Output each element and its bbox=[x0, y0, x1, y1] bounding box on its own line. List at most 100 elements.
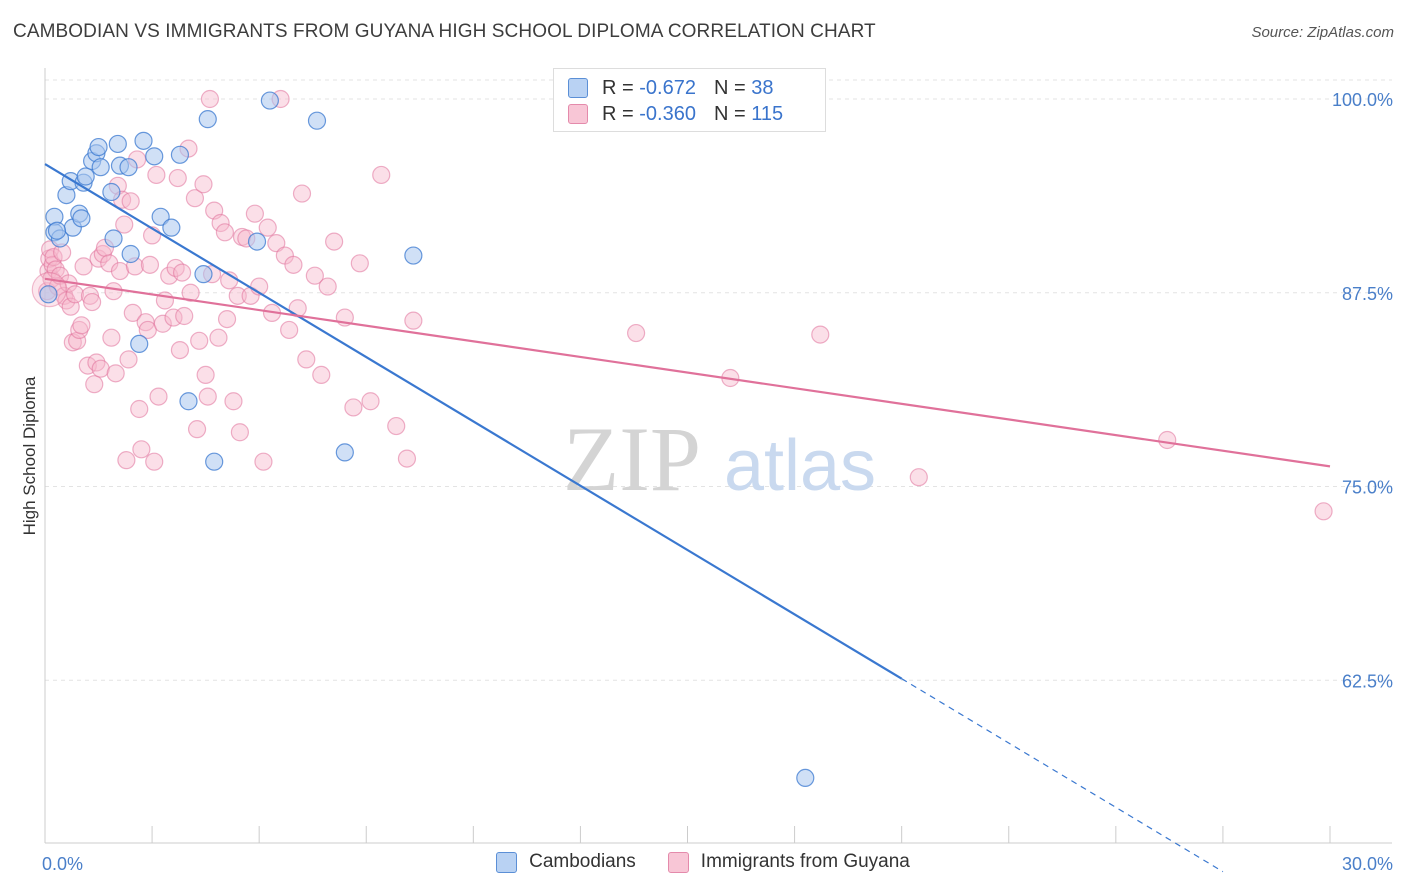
guyana-point bbox=[196, 365, 215, 384]
guyana-point bbox=[140, 255, 160, 274]
guyana-point bbox=[209, 328, 228, 347]
cambodian-point bbox=[162, 218, 181, 237]
guyana-point bbox=[217, 310, 237, 329]
guyana-point bbox=[185, 189, 205, 208]
legend-r-value: -0.360 bbox=[639, 102, 696, 125]
cambodian-trend-line bbox=[44, 163, 903, 680]
guyana-point bbox=[267, 234, 286, 253]
guyana-point bbox=[1314, 502, 1333, 521]
guyana-point bbox=[85, 375, 104, 394]
guyana-point bbox=[123, 303, 142, 322]
cambodian-point bbox=[260, 91, 279, 110]
cambodian-point bbox=[404, 246, 423, 265]
y-tick-label: 62.5% bbox=[1342, 671, 1393, 691]
guyana-point bbox=[909, 468, 928, 487]
legend-label-guyana: Immigrants from Guyana bbox=[700, 851, 910, 872]
guyana-point bbox=[312, 365, 331, 384]
legend-swatch-pink bbox=[667, 851, 689, 873]
guyana-point bbox=[190, 331, 209, 350]
guyana-point bbox=[102, 328, 121, 347]
legend-row-guyana: R = -0.360 N = 115 bbox=[568, 101, 783, 127]
cambodian-point bbox=[47, 221, 67, 240]
guyana-point bbox=[130, 399, 149, 419]
cambodian-point bbox=[170, 145, 190, 164]
guyana-point bbox=[170, 341, 190, 360]
guyana-point bbox=[350, 254, 369, 273]
guyana-point bbox=[811, 325, 830, 344]
chart-title: CAMBODIAN VS IMMIGRANTS FROM GUYANA HIGH… bbox=[13, 21, 876, 42]
guyana-point bbox=[115, 215, 134, 234]
guyana-point bbox=[404, 311, 423, 330]
legend-swatch-blue bbox=[496, 851, 518, 873]
guyana-point bbox=[397, 449, 417, 468]
cambodian-point bbox=[335, 443, 354, 462]
cambodian-point bbox=[76, 167, 95, 186]
legend-r-label: R = bbox=[602, 76, 634, 99]
guyana-point bbox=[1158, 430, 1177, 450]
watermark-zip: ZIP bbox=[563, 408, 701, 510]
legend-swatch-blue bbox=[568, 78, 588, 98]
legend-n-value: 115 bbox=[751, 102, 784, 125]
legend-label-cambodians: Cambodians bbox=[529, 851, 636, 872]
guyana-point bbox=[211, 213, 230, 233]
guyana-point bbox=[305, 266, 324, 285]
cambodian-point bbox=[198, 110, 217, 129]
guyana-point bbox=[325, 232, 344, 251]
guyana-point bbox=[74, 257, 93, 276]
y-axis-title: High School Diploma bbox=[20, 376, 39, 535]
cambodian-point bbox=[119, 158, 138, 177]
legend-n-label: N = bbox=[713, 102, 746, 125]
guyana-point bbox=[72, 316, 91, 335]
watermark-atlas: atlas bbox=[724, 426, 876, 506]
series-legend: Cambodians Immigrants from Guyana bbox=[0, 851, 1406, 873]
guyana-point bbox=[149, 387, 168, 406]
source-label: Source: ZipAtlas.com bbox=[1251, 24, 1394, 41]
x-tick-label: 0.0% bbox=[42, 854, 83, 874]
guyana-point bbox=[292, 184, 312, 203]
guyana-point bbox=[245, 204, 264, 223]
cambodian-point bbox=[72, 209, 91, 228]
legend-row-cambodians: R = -0.672 N = 38 bbox=[568, 75, 773, 101]
legend-r-value: -0.672 bbox=[639, 76, 696, 99]
guyana-point bbox=[132, 440, 151, 459]
guyana-point bbox=[172, 263, 192, 282]
guyana-point bbox=[168, 168, 187, 188]
cambodian-point bbox=[145, 147, 164, 166]
legend-n-value: 38 bbox=[751, 76, 774, 99]
cambodian-point bbox=[102, 182, 121, 202]
guyana-point bbox=[297, 350, 316, 369]
guyana-point bbox=[147, 165, 166, 185]
guyana-point bbox=[228, 286, 247, 305]
guyana-point bbox=[91, 359, 110, 378]
guyana-point bbox=[145, 452, 164, 471]
guyana-point bbox=[153, 314, 172, 333]
cambodian-point bbox=[151, 207, 170, 226]
cambodian-point bbox=[307, 111, 327, 130]
cambodian-point bbox=[89, 137, 108, 157]
legend-n-label: N = bbox=[713, 76, 746, 99]
guyana-point bbox=[121, 192, 140, 211]
legend-r-label: R = bbox=[602, 102, 634, 125]
y-tick-label: 87.5% bbox=[1342, 284, 1393, 304]
cambodian-point bbox=[104, 229, 123, 248]
guyana-point bbox=[361, 392, 380, 411]
guyana-point bbox=[372, 165, 391, 185]
guyana-point bbox=[344, 398, 363, 417]
x-tick-label: 30.0% bbox=[1342, 854, 1393, 874]
guyana-point bbox=[119, 350, 138, 369]
guyana-point bbox=[626, 323, 646, 343]
watermark: ZIP atlas bbox=[563, 408, 876, 510]
guyana-point bbox=[187, 420, 207, 439]
cambodian-point bbox=[796, 768, 815, 788]
guyana-point bbox=[104, 282, 123, 301]
cambodian-point bbox=[108, 134, 127, 154]
guyana-point bbox=[117, 451, 136, 470]
guyana-point bbox=[387, 416, 406, 436]
cambodian-point bbox=[134, 131, 153, 150]
cambodian-point bbox=[130, 334, 149, 353]
guyana-point bbox=[83, 292, 102, 312]
cambodian-point bbox=[121, 244, 140, 264]
guyana-point bbox=[106, 364, 125, 383]
guyana-point bbox=[280, 320, 299, 340]
legend-item-cambodians: Cambodians bbox=[496, 851, 636, 873]
